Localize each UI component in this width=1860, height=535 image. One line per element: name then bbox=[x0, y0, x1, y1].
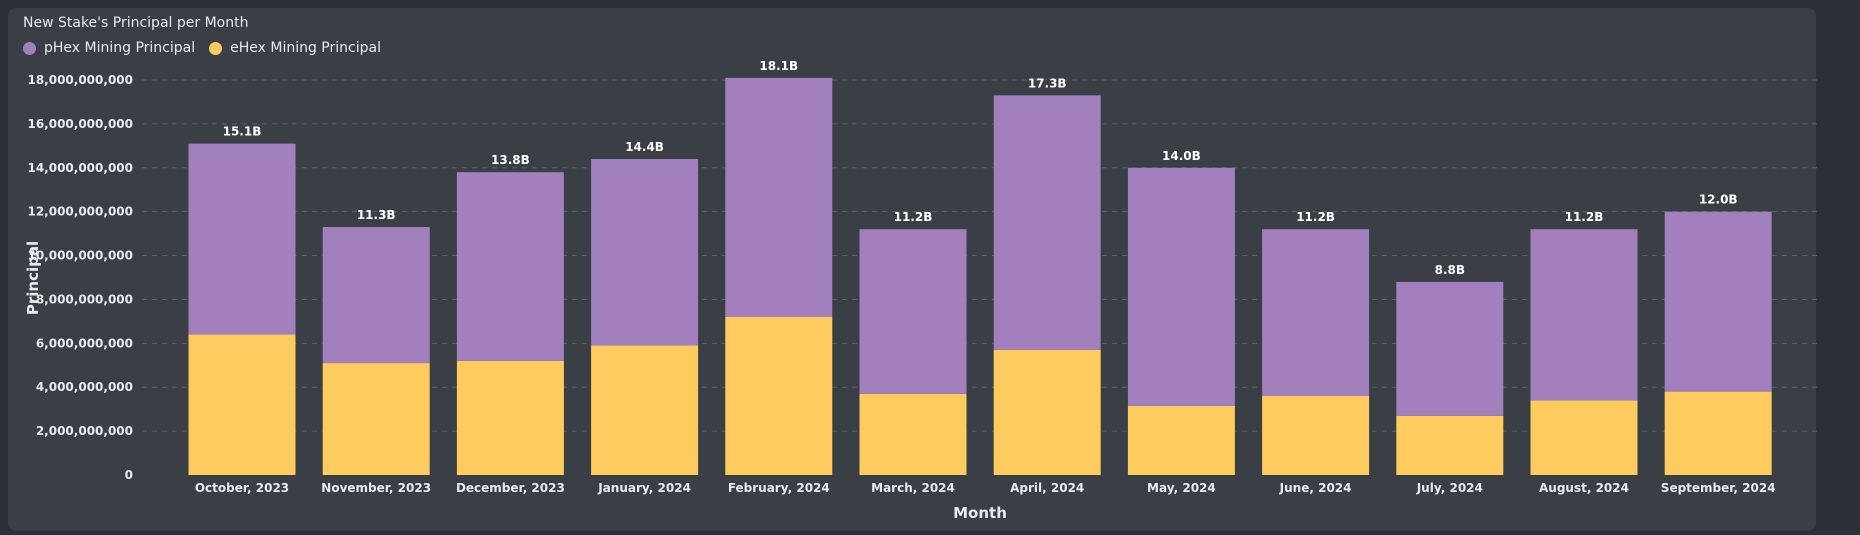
y-tick-label: 10,000,000,000 bbox=[27, 249, 133, 263]
bar-segment-phex[interactable] bbox=[1396, 281, 1504, 416]
bar-total-label: 11.3B bbox=[357, 208, 396, 222]
bar-segment-ehex[interactable] bbox=[188, 334, 296, 475]
y-tick-label: 14,000,000,000 bbox=[27, 161, 133, 175]
bar-total-label: 18.1B bbox=[759, 59, 798, 73]
y-tick-label: 18,000,000,000 bbox=[27, 73, 133, 87]
x-tick-label: November, 2023 bbox=[321, 481, 431, 495]
legend-swatch-phex bbox=[23, 41, 36, 55]
legend-item-ehex[interactable]: eHex Mining Principal bbox=[209, 40, 381, 56]
x-tick-label: January, 2024 bbox=[597, 481, 691, 495]
x-tick-label: May, 2024 bbox=[1147, 481, 1216, 495]
x-tick-label: August, 2024 bbox=[1539, 481, 1629, 495]
x-tick-label: June, 2024 bbox=[1279, 481, 1352, 495]
bar-segment-phex[interactable] bbox=[1262, 229, 1370, 396]
bar-segment-phex[interactable] bbox=[1664, 211, 1772, 392]
x-tick-label: September, 2024 bbox=[1661, 481, 1776, 495]
legend-label-ehex: eHex Mining Principal bbox=[230, 40, 381, 56]
chart-legend: pHex Mining Principal eHex Mining Princi… bbox=[23, 40, 381, 56]
bar-segment-ehex[interactable] bbox=[859, 393, 967, 475]
bar-segment-phex[interactable] bbox=[322, 227, 430, 364]
bar-segment-ehex[interactable] bbox=[591, 345, 699, 475]
bar-segment-phex[interactable] bbox=[188, 143, 296, 335]
bar-segment-ehex[interactable] bbox=[1664, 391, 1772, 475]
bar-segment-phex[interactable] bbox=[725, 77, 833, 317]
y-tick-label: 0 bbox=[125, 468, 133, 482]
bar-total-label: 11.2B bbox=[1565, 210, 1604, 224]
bar-segment-ehex[interactable] bbox=[1530, 400, 1638, 475]
y-tick-label: 2,000,000,000 bbox=[36, 424, 133, 438]
legend-swatch-ehex bbox=[209, 41, 223, 55]
x-axis-label: Month bbox=[953, 504, 1007, 522]
bar-segment-ehex[interactable] bbox=[725, 317, 833, 475]
bar-segment-phex[interactable] bbox=[859, 229, 967, 394]
bar-total-label: 12.0B bbox=[1699, 193, 1738, 207]
x-tick-label: February, 2024 bbox=[728, 481, 830, 495]
y-axis-label: Principal bbox=[24, 241, 42, 315]
bar-segment-ehex[interactable] bbox=[1396, 415, 1504, 475]
legend-item-phex[interactable]: pHex Mining Principal bbox=[23, 40, 195, 56]
bar-total-label: 13.8B bbox=[491, 153, 530, 167]
bar-segment-phex[interactable] bbox=[591, 159, 699, 346]
bar-segment-ehex[interactable] bbox=[1127, 405, 1235, 475]
bar-segment-ehex[interactable] bbox=[993, 349, 1101, 475]
bar-total-label: 8.8B bbox=[1435, 263, 1465, 277]
x-tick-label: April, 2024 bbox=[1010, 481, 1084, 495]
bar-segment-ehex[interactable] bbox=[1262, 396, 1370, 475]
bar-total-label: 11.2B bbox=[1296, 210, 1335, 224]
x-tick-label: October, 2023 bbox=[195, 481, 289, 495]
y-tick-label: 16,000,000,000 bbox=[27, 117, 133, 131]
bar-segment-phex[interactable] bbox=[1127, 167, 1235, 406]
legend-label-phex: pHex Mining Principal bbox=[44, 40, 196, 56]
bar-total-label: 11.2B bbox=[894, 210, 933, 224]
bar-total-label: 14.0B bbox=[1162, 149, 1201, 163]
chart-title: New Stake's Principal per Month bbox=[23, 15, 249, 31]
bar-segment-ehex[interactable] bbox=[322, 363, 430, 475]
x-tick-label: July, 2024 bbox=[1416, 481, 1483, 495]
bar-segment-phex[interactable] bbox=[456, 172, 564, 361]
bar-segment-phex[interactable] bbox=[1530, 229, 1638, 401]
bar-total-label: 15.1B bbox=[223, 125, 262, 139]
y-tick-label: 8,000,000,000 bbox=[36, 292, 133, 306]
x-tick-label: March, 2024 bbox=[871, 481, 955, 495]
x-tick-label: December, 2023 bbox=[456, 481, 565, 495]
y-tick-label: 4,000,000,000 bbox=[36, 380, 133, 394]
y-tick-label: 6,000,000,000 bbox=[36, 336, 133, 350]
bar-total-label: 14.4B bbox=[625, 140, 664, 154]
bar-total-label: 17.3B bbox=[1028, 76, 1067, 90]
bar-segment-ehex[interactable] bbox=[456, 360, 564, 475]
bar-segment-phex[interactable] bbox=[993, 95, 1101, 350]
y-tick-label: 12,000,000,000 bbox=[27, 205, 133, 219]
